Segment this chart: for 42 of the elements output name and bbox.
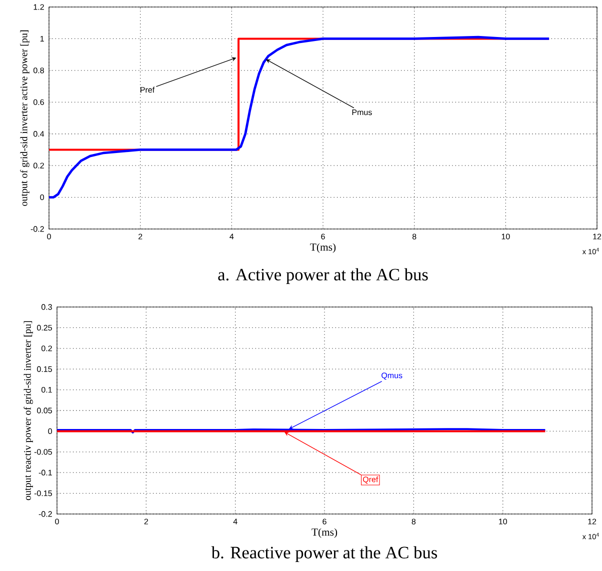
annotation: Pmus [352, 110, 372, 116]
text: a. Active power at the AC bus [218, 268, 428, 284]
y-tick-label: 0.2 [33, 162, 44, 168]
y-tick-label: 0 [40, 194, 44, 200]
annotation: Qmus [382, 372, 402, 380]
x-tick-label: 10 [499, 518, 507, 524]
y-tick-label: 1 [40, 36, 44, 42]
y-tick-label: 0.2 [41, 346, 52, 352]
y-tick-label: 0.6 [33, 99, 44, 105]
x-tick-label: 12 [593, 234, 602, 240]
x-tick-label: 4 [230, 234, 234, 240]
x-tick-label: 4 [233, 518, 238, 524]
y-tick-label: 0.05 [37, 408, 52, 414]
x-tick-label: 6 [321, 234, 325, 240]
y-tick-label: 1.2 [34, 4, 44, 10]
x-axis-title: T(ms) [310, 243, 336, 253]
x-tick-label: 2 [144, 518, 148, 524]
x-tick-label: 0 [55, 518, 59, 524]
y-tick-label: 0.15 [37, 366, 52, 372]
y-tick-label: 0.1 [41, 386, 52, 393]
x-tick-label: 8 [412, 234, 416, 240]
text: b. Reactive power at the AC bus [211, 546, 438, 562]
y-axis-title: output reactiv power of grid-sid inverter [pu] [24, 321, 33, 500]
x-tick-label: 2 [138, 234, 142, 240]
x-tick-label: 12 [588, 518, 596, 524]
y-tick-label: 0.25 [37, 324, 52, 331]
y-axis-title: output of grid-sid inverter active power [pu] [20, 30, 30, 206]
y-tick-label: 0.4 [33, 131, 44, 137]
y-tick-label: -0.2 [38, 511, 52, 517]
x-tick-label: 6 [322, 518, 326, 524]
y-tick-label: 0 [48, 428, 52, 434]
y-tick-label: -0.2 [30, 226, 44, 232]
y-tick-label: 0.3 [41, 304, 52, 310]
annotation: Qref [362, 476, 378, 484]
x-tick-label: 10 [502, 234, 510, 240]
x-axis-title: T(ms) [312, 528, 338, 538]
y-tick-label: -0.1 [38, 470, 52, 476]
x-tick-label: 8 [412, 518, 416, 524]
y-tick-label: -0.05 [34, 449, 52, 455]
y-tick-label: -0.15 [34, 490, 52, 496]
annotation: Pref [140, 86, 155, 93]
y-tick-label: 0.8 [33, 68, 44, 74]
